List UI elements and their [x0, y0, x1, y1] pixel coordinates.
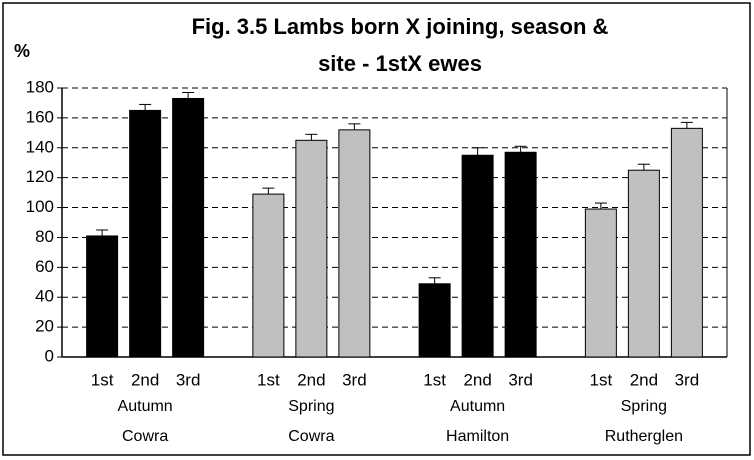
x-tick-label: 3rd: [508, 370, 533, 389]
x-tick-label: 1st: [91, 370, 114, 389]
x-tick-label: 3rd: [176, 370, 201, 389]
y-tick-label: 80: [35, 227, 54, 246]
bar: [584, 208, 617, 358]
y-tick-label: 160: [26, 107, 54, 126]
bar: [86, 235, 119, 358]
chart-title: Fig. 3.5 Lambs born X joining, season &: [192, 14, 609, 39]
group-label: Autumn: [450, 398, 505, 415]
y-tick-label: 20: [35, 317, 54, 336]
y-tick-label: 120: [26, 167, 54, 186]
y-tick-label: 60: [35, 257, 54, 276]
bar: [670, 127, 703, 358]
group-label: Cowra: [122, 428, 168, 445]
group-label: Rutherglen: [605, 428, 683, 445]
x-tick-label: 2nd: [297, 370, 325, 389]
y-tick-label: 140: [26, 137, 54, 156]
x-tick-label: 2nd: [630, 370, 658, 389]
y-tick-label: 100: [26, 197, 54, 216]
y-axis-label: %: [14, 41, 30, 61]
x-tick-label: 1st: [590, 370, 613, 389]
bar: [461, 154, 494, 358]
x-tick-label: 2nd: [131, 370, 159, 389]
bar: [627, 169, 660, 358]
bar: [418, 283, 451, 358]
x-tick-label: 3rd: [675, 370, 700, 389]
x-tick-label: 2nd: [463, 370, 491, 389]
bar: [504, 151, 537, 358]
group-label: Hamilton: [446, 428, 509, 445]
bar: [338, 129, 371, 358]
group-label: Autumn: [118, 398, 173, 415]
chart-title: site - 1stX ewes: [318, 51, 482, 76]
y-tick-label: 0: [45, 346, 54, 365]
bar: [172, 97, 205, 358]
y-tick-label: 40: [35, 287, 54, 306]
bar: [295, 139, 328, 358]
group-label: Spring: [288, 398, 334, 415]
x-tick-label: 1st: [423, 370, 446, 389]
y-tick-label: 180: [26, 77, 54, 96]
group-label: Spring: [621, 398, 667, 415]
group-label: Cowra: [288, 428, 334, 445]
bar: [129, 109, 162, 358]
x-tick-label: 1st: [257, 370, 280, 389]
x-tick-label: 3rd: [342, 370, 367, 389]
bar: [252, 193, 285, 358]
